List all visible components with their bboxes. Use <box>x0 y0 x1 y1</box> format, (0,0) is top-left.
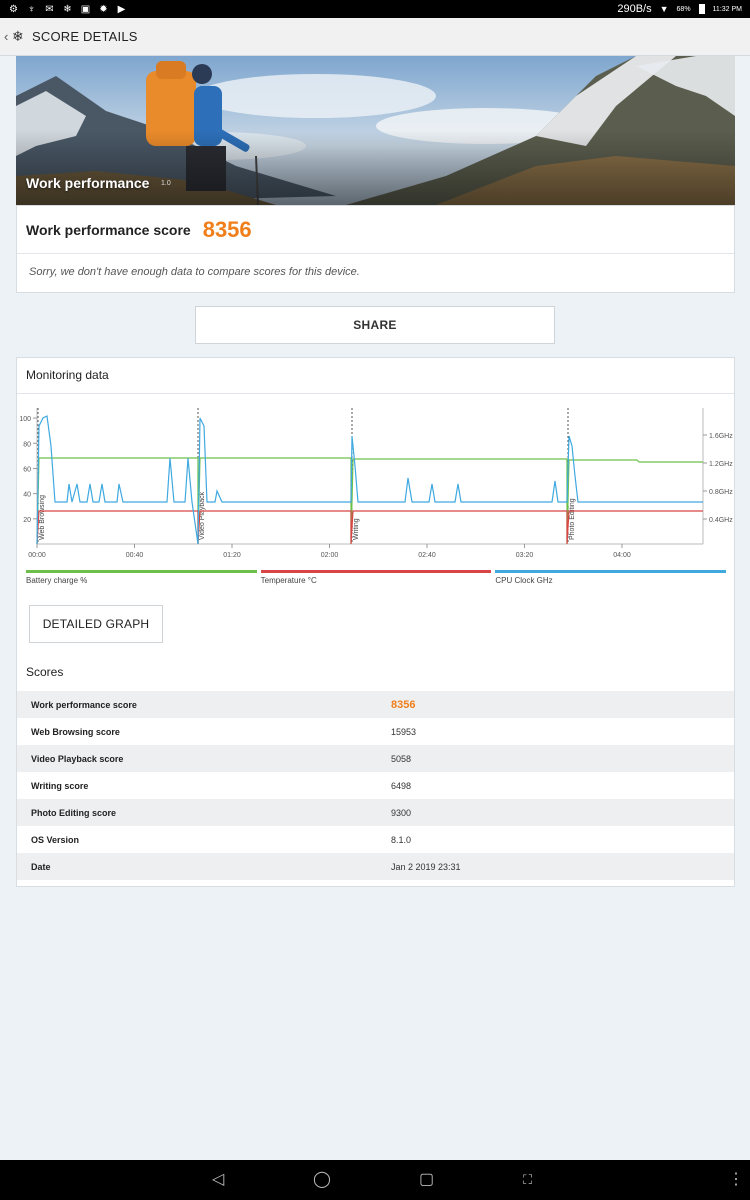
x-tick-label: 04:00 <box>613 552 631 559</box>
score-row-value: 8356 <box>391 698 416 711</box>
scores-title: Scores <box>26 665 64 679</box>
segment-marker-label: Writing <box>353 518 360 540</box>
score-row-label: Work performance score <box>31 699 137 710</box>
monitoring-chart: 100 80 60 40 20 1.6GHz 1.2GHz 0.8GHz 0.4GHz 00:00… <box>19 408 733 559</box>
table-row: Video Playback score 5058 <box>17 745 734 772</box>
score-value: 8356 <box>202 216 252 242</box>
network-speed: 290B/s <box>617 3 652 15</box>
recents-icon[interactable]: ▢ <box>419 1171 435 1188</box>
legend-battery-label: Battery charge % <box>26 576 88 585</box>
notification-icons: ⚙ ♆ ✉ ❄ ▣ ✹ ▶ <box>8 4 127 15</box>
legend-cpu-label: CPU Clock GHz <box>495 576 553 585</box>
score-row-value: 8.1.0 <box>391 834 412 845</box>
score-row-label: Date <box>31 861 51 872</box>
legend-temperature-label: Temperature °C <box>260 576 317 585</box>
score-row-label: Writing score <box>31 780 89 791</box>
settings-icon: ⚙ <box>9 3 18 15</box>
usb-icon: ♆ <box>27 3 36 15</box>
page-title: SCORE DETAILS <box>32 29 138 44</box>
back-icon[interactable]: ◁ <box>212 1171 225 1188</box>
table-row: Work performance score 8356 <box>17 691 734 718</box>
y-tick-label: 60 <box>23 466 31 473</box>
y-tick-label: 40 <box>23 492 31 499</box>
score-row-label: Photo Editing score <box>31 807 117 818</box>
gear-icon: ✹ <box>99 3 108 15</box>
legend-temperature-swatch <box>260 570 492 573</box>
table-row: Web Browsing score 15953 <box>17 718 734 745</box>
score-row-label: Web Browsing score <box>31 726 120 737</box>
score-row-label: Video Playback score <box>31 753 124 764</box>
monitoring-title: Monitoring data <box>17 358 734 394</box>
legend-battery: Battery charge % <box>26 570 257 585</box>
x-tick-label: 02:40 <box>418 552 436 559</box>
y-tick-label: 20 <box>23 517 31 524</box>
x-tick-label: 00:00 <box>28 552 46 559</box>
navigation-bar: ◁ ◯ ▢ ⛶ ⋮ <box>0 1160 750 1200</box>
table-row: Photo Editing score 9300 <box>17 799 734 826</box>
score-card: Work performance score 8356 Sorry, we do… <box>16 205 735 293</box>
snowflake-icon: ❄ <box>63 3 72 15</box>
chart-legend: Battery charge % Temperature °C CPU Cloc… <box>26 570 727 585</box>
scores-table: Work performance score 8356 Web Browsing s… <box>17 691 734 880</box>
gmail-icon: ✉ <box>45 3 54 15</box>
screenshot-icon[interactable]: ⛶ <box>523 1172 533 1187</box>
detailed-graph-button[interactable]: DETAILED GRAPH <box>29 605 163 643</box>
temperature-line <box>36 510 703 545</box>
x-tick-label: 02:00 <box>321 552 339 559</box>
battery-icon <box>698 4 705 14</box>
y2-tick-label: 1.6GHz <box>709 433 733 440</box>
compare-note: Sorry, we don't have enough data to comp… <box>29 266 360 278</box>
y2-tick-label: 0.4GHz <box>709 517 733 524</box>
x-tick-label: 01:20 <box>223 552 241 559</box>
battery-line <box>36 457 703 545</box>
score-row-value: 5058 <box>391 753 412 764</box>
score-row-label: OS Version <box>31 834 80 845</box>
monitoring-card: Monitoring data 100 80 60 40 20 1.6GHz 1.2GHz 0… <box>16 357 735 887</box>
score-row-value: 6498 <box>391 780 412 791</box>
app-logo-icon: ❄ <box>12 28 24 44</box>
action-bar: ‹ ❄ SCORE DETAILS <box>0 18 750 56</box>
y-tick-label: 100 <box>19 416 31 423</box>
legend-cpu-swatch <box>495 570 727 573</box>
score-label: Work performance score <box>26 221 191 238</box>
hero-version: 1.0 <box>161 180 171 187</box>
y2-tick-label: 0.8GHz <box>709 489 733 496</box>
score-row-value: 9300 <box>391 807 412 818</box>
y-tick-label: 80 <box>23 441 31 448</box>
battery-level: 68% <box>676 5 691 13</box>
segment-marker-label: Web Browsing <box>39 495 46 540</box>
legend-battery-swatch <box>26 570 257 573</box>
status-bar: ⚙ ♆ ✉ ❄ ▣ ✹ ▶ 290B/s ▼ 68% 11:32 PM <box>0 0 750 18</box>
hero-title: Work performance <box>26 175 150 191</box>
legend-cpu: CPU Clock GHz <box>495 570 727 585</box>
menu-icon[interactable]: ⋮ <box>728 1171 744 1188</box>
cpu-clock-line <box>36 415 703 545</box>
score-row-value: 15953 <box>391 726 417 737</box>
image-icon: ▣ <box>80 3 91 15</box>
x-tick-label: 00:40 <box>126 552 144 559</box>
y2-tick-label: 1.2GHz <box>709 461 733 468</box>
legend-temperature: Temperature °C <box>260 570 492 585</box>
segment-marker-label: Photo Editing <box>569 498 576 540</box>
wifi-icon: ▼ <box>659 4 669 14</box>
table-row: OS Version 8.1.0 <box>17 826 734 853</box>
back-arrow-icon[interactable]: ‹ <box>4 29 9 44</box>
x-tick-label: 03:20 <box>516 552 534 559</box>
table-row: Date Jan 2 2019 23:31 <box>17 853 734 880</box>
hero-image <box>16 56 735 205</box>
score-row-value: Jan 2 2019 23:31 <box>391 861 461 872</box>
hero-banner: Work performance 1.0 <box>16 56 735 205</box>
table-row: Writing score 6498 <box>17 772 734 799</box>
play-store-icon: ▶ <box>117 3 126 15</box>
share-button[interactable]: SHARE <box>195 306 555 344</box>
segment-marker-label: Video Playback <box>199 491 206 540</box>
clock: 11:32 PM <box>712 5 742 13</box>
home-icon[interactable]: ◯ <box>313 1171 331 1188</box>
